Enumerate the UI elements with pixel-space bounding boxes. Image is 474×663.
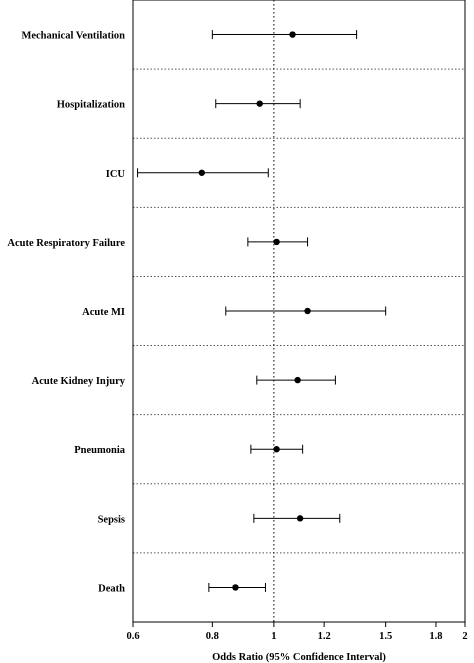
x-tick-label: 1.8 <box>429 631 442 642</box>
row-label: Pneumonia <box>74 445 126 456</box>
point-estimate <box>256 100 263 107</box>
x-tick-label: 2 <box>462 631 467 642</box>
x-tick-label: 0.6 <box>126 631 139 642</box>
x-axis-label: Odds Ratio (95% Confidence Interval) <box>212 652 386 663</box>
point-estimate <box>273 446 280 453</box>
row-label: Acute Respiratory Failure <box>7 238 125 249</box>
forest-rows: Mechanical Ventilation Hospitalization ICU… <box>7 30 387 594</box>
forest-row: Hospitalization <box>57 99 301 111</box>
point-estimate <box>232 584 239 591</box>
row-label: Acute MI <box>82 307 125 318</box>
forest-row: Mechanical Ventilation <box>21 30 358 42</box>
point-estimate <box>296 515 304 522</box>
x-tick-label: 0.8 <box>206 631 219 642</box>
plot-frame <box>132 0 466 623</box>
x-tick-label: 1 <box>271 631 276 642</box>
row-label: Sepsis <box>98 514 125 525</box>
row-label: Hospitalization <box>57 100 125 111</box>
point-estimate <box>304 307 311 315</box>
row-label: Death <box>98 583 125 594</box>
forest-row: Acute Kidney Injury <box>32 375 336 387</box>
row-label: Mechanical Ventilation <box>21 31 125 42</box>
point-estimate <box>294 376 301 384</box>
forest-row: Sepsis <box>98 513 341 525</box>
row-label: ICU <box>106 169 126 180</box>
point-estimate <box>273 238 280 246</box>
forest-row: Death <box>98 582 266 594</box>
x-tick-label: 1.5 <box>379 631 392 642</box>
x-tick-label: 1.2 <box>318 631 331 642</box>
forest-row: Acute MI <box>82 306 387 318</box>
row-separators <box>133 68 465 554</box>
point-estimate <box>198 169 205 176</box>
row-label: Acute Kidney Injury <box>32 376 126 387</box>
point-estimate <box>289 31 296 38</box>
forest-row: Acute Respiratory Failure <box>7 237 309 249</box>
forest-row: ICU <box>106 168 269 180</box>
x-axis: 0.6 0.8 1 1.2 1.5 1.8 2 <box>126 622 468 642</box>
forest-row: Pneumonia <box>74 444 304 456</box>
